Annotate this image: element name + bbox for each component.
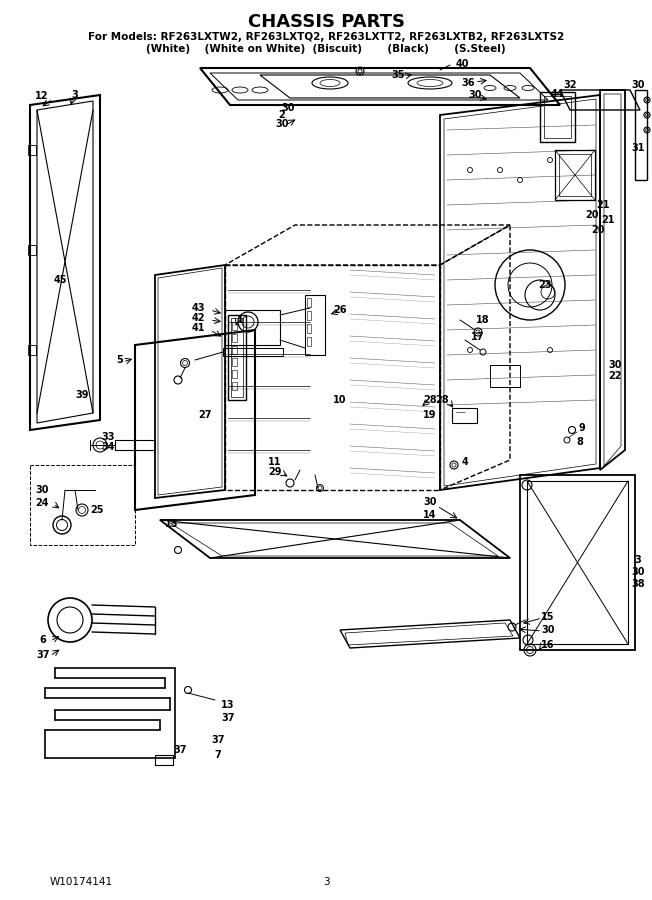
Polygon shape bbox=[200, 68, 560, 105]
Text: 23: 23 bbox=[539, 280, 552, 290]
Text: 45: 45 bbox=[53, 275, 67, 285]
Text: 30: 30 bbox=[423, 497, 437, 507]
Text: (White)    (White on White)  (Biscuit)       (Black)       (S.Steel): (White) (White on White) (Biscuit) (Blac… bbox=[146, 44, 506, 54]
Text: 4: 4 bbox=[462, 457, 468, 467]
Text: 43: 43 bbox=[191, 303, 205, 313]
Text: For Models: RF263LXTW2, RF263LXTQ2, RF263LXTT2, RF263LXTB2, RF263LXTS2: For Models: RF263LXTW2, RF263LXTQ2, RF26… bbox=[88, 32, 564, 42]
Text: CHASSIS PARTS: CHASSIS PARTS bbox=[248, 13, 404, 31]
Text: 28: 28 bbox=[435, 395, 449, 405]
Text: 16: 16 bbox=[541, 640, 555, 650]
Text: 3: 3 bbox=[634, 555, 642, 565]
Text: 11: 11 bbox=[268, 457, 282, 467]
Text: 18: 18 bbox=[476, 315, 490, 325]
Text: 10: 10 bbox=[333, 395, 347, 405]
Text: 30: 30 bbox=[541, 625, 555, 635]
Text: 28: 28 bbox=[423, 395, 437, 405]
Text: 26: 26 bbox=[333, 305, 347, 315]
Text: 37: 37 bbox=[221, 713, 235, 723]
Text: 38: 38 bbox=[631, 579, 645, 589]
Text: 24: 24 bbox=[35, 498, 49, 508]
Text: 30: 30 bbox=[631, 80, 645, 90]
Text: 3: 3 bbox=[72, 90, 78, 100]
Text: 30: 30 bbox=[275, 119, 289, 129]
Text: 20: 20 bbox=[591, 225, 605, 235]
Text: 30: 30 bbox=[608, 360, 622, 370]
Text: 37: 37 bbox=[173, 745, 186, 755]
Text: 15: 15 bbox=[541, 612, 555, 622]
Text: 25: 25 bbox=[90, 505, 104, 515]
Text: 30: 30 bbox=[468, 90, 482, 100]
Text: 9: 9 bbox=[578, 423, 585, 433]
Text: W10174141: W10174141 bbox=[50, 877, 113, 887]
Text: 29: 29 bbox=[268, 467, 282, 477]
Text: 3: 3 bbox=[323, 877, 329, 887]
Text: 34: 34 bbox=[101, 442, 115, 452]
Text: 42: 42 bbox=[191, 313, 205, 323]
Text: 13: 13 bbox=[165, 519, 179, 529]
Text: 13: 13 bbox=[221, 700, 235, 710]
Text: 39: 39 bbox=[75, 390, 89, 400]
Text: 44: 44 bbox=[550, 89, 564, 99]
Text: 19: 19 bbox=[423, 410, 437, 420]
Text: 8: 8 bbox=[576, 437, 584, 447]
Text: 12: 12 bbox=[35, 91, 49, 101]
Text: 40: 40 bbox=[455, 59, 469, 69]
Text: 33: 33 bbox=[101, 432, 115, 442]
Text: 37: 37 bbox=[37, 650, 50, 660]
Text: 22: 22 bbox=[608, 371, 622, 381]
Text: 41: 41 bbox=[191, 323, 205, 333]
Text: 5: 5 bbox=[117, 355, 123, 365]
Text: 21: 21 bbox=[601, 215, 615, 225]
Text: 35: 35 bbox=[391, 70, 405, 80]
Text: 30: 30 bbox=[631, 567, 645, 577]
Text: 30: 30 bbox=[281, 103, 295, 113]
Text: 30: 30 bbox=[35, 485, 49, 495]
Text: 20: 20 bbox=[585, 210, 599, 220]
Text: 37: 37 bbox=[211, 735, 225, 745]
Text: 36: 36 bbox=[461, 78, 475, 88]
Text: 21: 21 bbox=[596, 200, 610, 210]
Text: 1: 1 bbox=[237, 315, 243, 325]
Text: 2: 2 bbox=[278, 110, 286, 120]
Text: 32: 32 bbox=[563, 80, 577, 90]
Text: 7: 7 bbox=[215, 750, 222, 760]
Text: 17: 17 bbox=[471, 332, 484, 342]
Text: 6: 6 bbox=[40, 635, 46, 645]
Text: 27: 27 bbox=[198, 410, 212, 420]
Text: 14: 14 bbox=[423, 510, 437, 520]
Text: 31: 31 bbox=[631, 143, 645, 153]
